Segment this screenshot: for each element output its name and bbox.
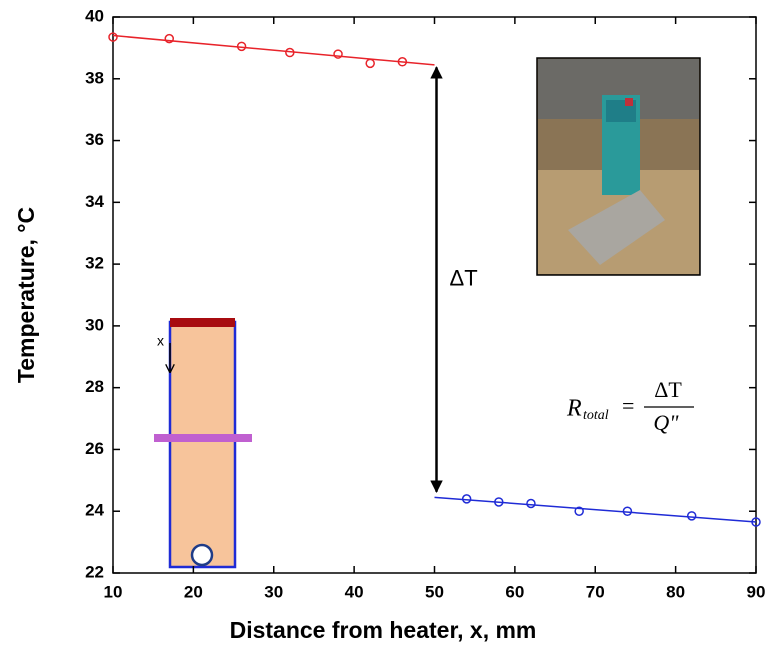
formula: R total = ΔT Q" [566, 377, 694, 435]
x-axis-label: Distance from heater, x, mm [230, 617, 537, 643]
y-tick-label: 24 [85, 501, 104, 520]
y-tick-label: 26 [85, 439, 104, 458]
y-tick-label: 30 [85, 315, 104, 334]
x-tick-label: 80 [666, 582, 685, 601]
data-point [108, 32, 118, 42]
x-tick-label: 40 [345, 582, 364, 601]
y-tick-label: 38 [85, 68, 104, 87]
y-tick-label: 32 [85, 254, 104, 273]
data-point [236, 41, 247, 52]
x-tick-label: 30 [264, 582, 283, 601]
fit-line [112, 34, 435, 66]
y-axis-label: Temperature, °C [13, 207, 39, 383]
x-tick-label: 10 [104, 582, 123, 601]
formula-numerator: ΔT [654, 377, 682, 402]
formula-equals: = [622, 393, 634, 418]
y-tick-label: 34 [85, 192, 104, 211]
formula-subscript: total [583, 408, 609, 423]
x-tick-label: 90 [747, 582, 766, 601]
data-point [285, 47, 295, 58]
y-tick-label: 40 [85, 6, 104, 25]
y-tick-label: 36 [85, 130, 104, 149]
data-point [494, 497, 504, 507]
data-point [333, 49, 343, 59]
schematic-label: x [157, 333, 164, 349]
data-point [365, 58, 375, 69]
schematic: x [154, 318, 252, 569]
fit-line [434, 496, 757, 523]
data-point [397, 57, 408, 67]
x-tick-label: 50 [425, 582, 444, 601]
y-tick-label: 22 [85, 562, 104, 581]
data-point [751, 517, 761, 527]
x-tick-label: 20 [184, 582, 203, 601]
data-point [574, 506, 584, 516]
data-point [164, 33, 175, 44]
x-tick-label: 70 [586, 582, 605, 601]
y-tick-label: 28 [85, 377, 104, 396]
data-point [526, 498, 536, 509]
formula-denominator: Q" [653, 410, 679, 435]
data-point [461, 494, 472, 504]
x-tick-label: 60 [505, 582, 524, 601]
inset-photo [536, 57, 701, 276]
data-point [622, 506, 633, 516]
delta-label: ΔT [450, 265, 478, 290]
formula-symbol: R [566, 396, 582, 422]
data-point [686, 511, 697, 521]
